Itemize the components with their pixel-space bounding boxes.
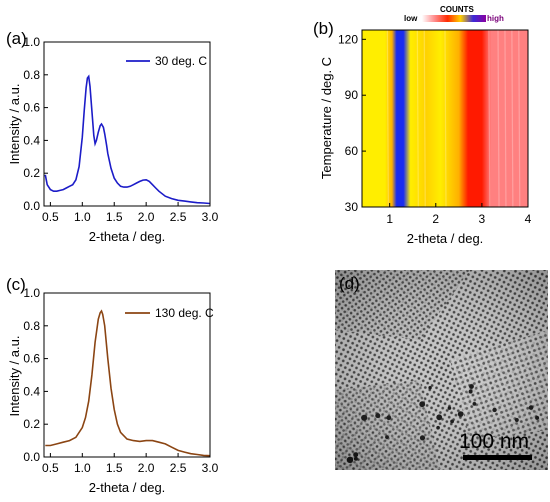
panel-label-b: (b) <box>313 19 334 38</box>
series-line-130-deg-c <box>45 309 211 457</box>
heatmap <box>362 30 528 207</box>
panel-c-x-axis-label: 2-theta / deg. <box>89 480 166 495</box>
x-tick-label: 1.0 <box>74 461 91 475</box>
heatmap-streak <box>423 29 426 208</box>
panel-b-y-axis-label: Temperature / deg. C <box>319 57 334 179</box>
y-tick-label: 0.8 <box>23 68 40 82</box>
y-tick-label: 1.0 <box>23 35 40 49</box>
y-tick-label: 0.6 <box>23 352 40 366</box>
scale-bar-label: 100 nm <box>459 430 529 453</box>
colorbar-low-label: low <box>404 14 418 23</box>
scale-bar <box>463 455 532 460</box>
panel-b-x-axis-label: 2-theta / deg. <box>407 231 484 246</box>
x-tick-label: 2.0 <box>138 210 155 224</box>
y-tick-label: 0.2 <box>23 166 40 180</box>
panel-a: (a) 0.5 1.0 1.5 2.0 2.5 3.0 0.0 0.2 0.4 0.6 0.8 1.0… <box>6 29 219 244</box>
panel-b-ticks: 1 2 3 4 30 60 90 120 <box>338 32 532 226</box>
y-tick-label: 0.4 <box>23 133 40 147</box>
colorbar-title: COUNTS <box>440 5 474 14</box>
panel-c-y-axis-label: Intensity / a.u. <box>7 336 22 417</box>
legend-label-30-deg-c: 30 deg. C <box>155 54 207 68</box>
heatmap-streak <box>497 29 500 208</box>
y-tick-label: 0.6 <box>23 101 40 115</box>
y-tick-label: 0.0 <box>23 450 40 464</box>
x-tick-label: 2.0 <box>138 461 155 475</box>
y-tick-label: 0.2 <box>23 417 40 431</box>
panel-a-y-axis-label: Intensity / a.u. <box>7 84 22 165</box>
x-tick-label: 3.0 <box>202 461 219 475</box>
y-tick-label: 0.4 <box>23 384 40 398</box>
heatmap-streak <box>488 29 491 208</box>
panel-a-x-axis-label: 2-theta / deg. <box>89 229 166 244</box>
heatmap-streak <box>511 29 514 208</box>
panel-c: (c) 0.5 1.0 1.5 2.0 2.5 3.0 0.0 0.2 0.4 0.6 0.8 1.0… <box>6 275 219 495</box>
panel-b-frame <box>361 29 529 208</box>
tem-shading <box>335 270 548 470</box>
y-tick-label: 120 <box>338 32 358 46</box>
x-tick-label: 2 <box>432 212 439 226</box>
x-tick-label: 4 <box>525 212 532 226</box>
panel-d: (d) 100 nm <box>335 270 548 470</box>
panel-b: (b) 1 2 3 4 30 60 90 120 low COUNTS high 2-thet… <box>313 5 532 246</box>
panel-label-a: (a) <box>6 29 27 48</box>
heatmap-streak <box>504 29 507 208</box>
y-tick-label: 30 <box>345 200 359 214</box>
colorbar-high-label: high <box>487 14 504 23</box>
heatmap-streak <box>444 29 447 208</box>
y-tick-label: 0.0 <box>23 199 40 213</box>
x-tick-label: 1.5 <box>106 461 123 475</box>
x-tick-label: 2.5 <box>170 461 187 475</box>
x-tick-label: 3.0 <box>202 210 219 224</box>
y-tick-label: 1.0 <box>23 286 40 300</box>
panel-c-frame <box>43 292 211 458</box>
heatmap-streaks <box>386 29 521 208</box>
legend-label-130-deg-c: 130 deg. C <box>155 306 214 320</box>
x-tick-label: 0.5 <box>42 210 59 224</box>
y-tick-label: 90 <box>345 88 359 102</box>
heatmap-streak <box>386 29 389 208</box>
panel-a-frame <box>43 41 211 207</box>
x-tick-label: 1.0 <box>74 210 91 224</box>
series-line-30-deg-c <box>44 74 211 205</box>
x-tick-label: 1.5 <box>106 210 123 224</box>
y-tick-label: 60 <box>345 144 359 158</box>
x-tick-label: 2.5 <box>170 210 187 224</box>
panel-a-ticks: 0.5 1.0 1.5 2.0 2.5 3.0 0.0 0.2 0.4 0.6 0.8 1.0 <box>23 35 218 224</box>
y-tick-label: 0.8 <box>23 319 40 333</box>
panel-label-d: (d) <box>339 274 360 293</box>
x-tick-label: 0.5 <box>42 461 59 475</box>
heatmap-streak <box>416 29 419 208</box>
panel-c-ticks: 0.5 1.0 1.5 2.0 2.5 3.0 0.0 0.2 0.4 0.6 0.8 1.0 <box>23 286 218 475</box>
colorbar-gradient <box>422 15 486 22</box>
x-tick-label: 3 <box>479 212 486 226</box>
heatmap-streak <box>518 29 521 208</box>
x-tick-label: 1 <box>386 212 393 226</box>
panel-label-c: (c) <box>6 275 26 294</box>
